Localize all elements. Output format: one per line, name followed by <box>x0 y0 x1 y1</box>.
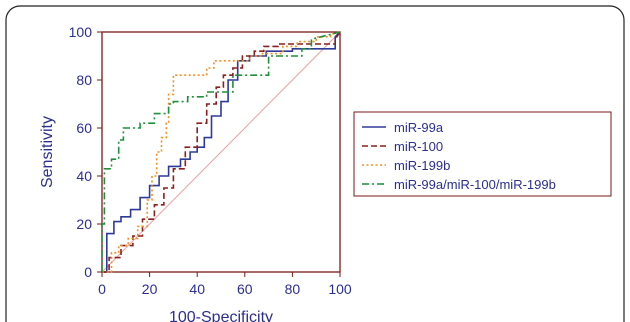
plot-frame <box>101 31 341 273</box>
legend-label: miR-99a <box>394 120 444 135</box>
plot-area <box>101 31 341 273</box>
roc-series-group <box>101 31 341 273</box>
legend-label: miR-199b <box>394 158 450 173</box>
y-tick-label: 80 <box>76 72 92 88</box>
legend-label: miR-100 <box>394 139 443 154</box>
reference-diagonal <box>101 31 341 273</box>
x-tick-label: 0 <box>98 281 106 297</box>
legend: miR-99a miR-100 miR-199b miR-99a/miR-100/mi… <box>353 111 612 197</box>
x-tick-label: 60 <box>237 281 253 297</box>
y-tick-label: 40 <box>76 168 92 184</box>
y-tick-label: 20 <box>76 216 92 232</box>
roc-series-4 <box>101 31 341 272</box>
x-axis-ticks: 0 20 40 60 80 100 <box>98 272 352 297</box>
x-tick-label: 100 <box>328 281 352 297</box>
outer-card-border <box>5 5 625 322</box>
legend-box <box>353 111 612 197</box>
y-axis-ticks: 0 20 40 60 80 100 <box>69 24 102 280</box>
x-axis-label: 100-Specificity <box>169 309 273 322</box>
y-tick-label: 100 <box>69 24 93 40</box>
x-tick-label: 40 <box>189 281 205 297</box>
y-tick-label: 0 <box>84 264 92 280</box>
legend-label: miR-99a/miR-100/miR-199b <box>394 177 556 192</box>
reference-line <box>101 31 341 273</box>
x-tick-label: 20 <box>142 281 158 297</box>
y-axis-label: Sensitivity <box>39 116 56 188</box>
roc-series-2 <box>102 31 341 273</box>
y-tick-label: 60 <box>76 120 92 136</box>
x-tick-label: 80 <box>285 281 301 297</box>
